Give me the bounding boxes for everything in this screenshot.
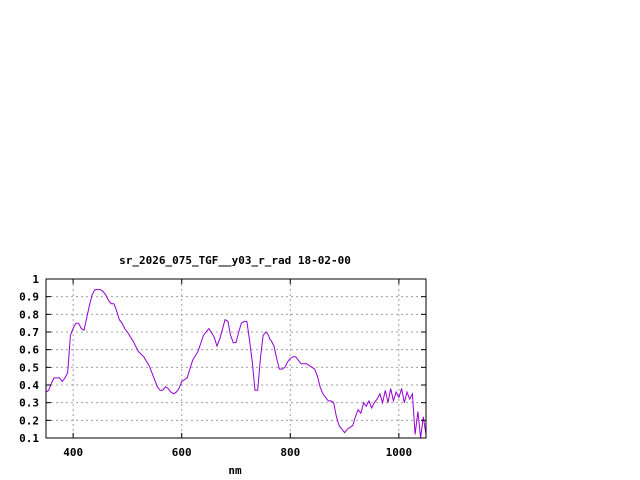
series-line [45,289,427,439]
y-tick-label: 0.8 [19,308,39,321]
y-tick-label: 1 [32,273,39,286]
x-axis-label: nm [228,464,242,477]
x-tick-label: 600 [172,446,192,459]
x-tick-label: 400 [63,446,83,459]
y-tick-label: 0.7 [19,326,39,339]
grid-lines [46,279,426,438]
axis-ticks: 0.1 0.2 0.3 0.4 0.5 0.6 0.7 0.8 0.9 1 400 600 800 100… [19,273,426,459]
chart-title: sr_2026_075_TGF__y03_r_rad 18-02-00 [119,254,351,267]
y-tick-label: 0.9 [19,291,39,304]
y-tick-label: 0.6 [19,344,39,357]
y-tick-label: 0.5 [19,361,39,374]
x-tick-label: 800 [280,446,300,459]
y-tick-label: 0.3 [19,397,39,410]
x-tick-label: 1000 [386,446,413,459]
y-tick-label: 0.2 [19,414,39,427]
plot-frame [45,278,427,439]
y-tick-label: 0.4 [19,379,39,392]
y-tick-label: 0.1 [19,432,39,445]
data-series [45,289,427,439]
